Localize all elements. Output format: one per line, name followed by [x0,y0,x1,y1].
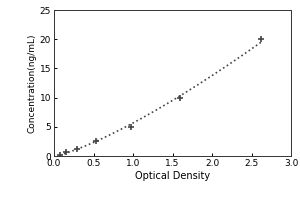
X-axis label: Optical Density: Optical Density [135,171,210,181]
Y-axis label: Concentration(ng/mL): Concentration(ng/mL) [28,33,37,133]
